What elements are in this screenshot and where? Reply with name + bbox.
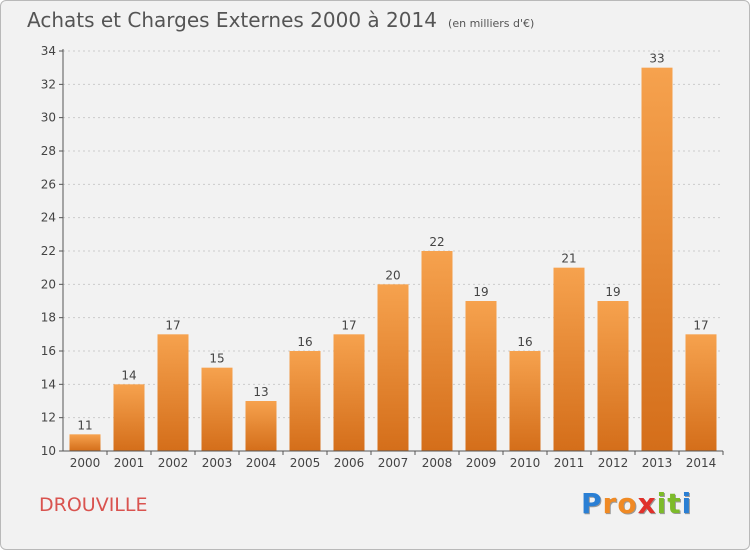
x-tick-label: 2005 (290, 456, 321, 470)
bar-2012 (597, 301, 629, 451)
bar-2006 (333, 334, 365, 451)
x-tick-label: 2006 (334, 456, 365, 470)
y-tick-label: 20 (41, 277, 56, 291)
bar-2009 (465, 301, 497, 451)
chart-unit: (en milliers d'€) (448, 17, 535, 30)
logo-letter: t (667, 487, 682, 520)
bar-2005 (289, 351, 321, 451)
x-tick-label: 2004 (246, 456, 277, 470)
bar-value-label: 19 (473, 285, 488, 299)
bar-value-label: 17 (693, 318, 708, 332)
logo-letter: i (681, 487, 693, 520)
bar-2013 (641, 67, 673, 452)
logo-letter: P (581, 487, 603, 520)
logo-letter: r (602, 487, 618, 520)
x-tick-label: 2002 (158, 456, 189, 470)
bar-2008 (421, 251, 453, 451)
x-tick-label: 2008 (422, 456, 453, 470)
bar-2010 (509, 351, 541, 451)
axes: 10 12 14 16 18 20 22 24 26 28 30 32 34 2000 2001 2002 20… (41, 44, 724, 470)
y-tick-label: 26 (41, 177, 56, 191)
y-tick-label: 12 (41, 411, 56, 425)
bar-value-label: 21 (561, 252, 576, 266)
bar-value-label: 22 (429, 235, 444, 249)
logo-letter: i (656, 487, 668, 520)
bar-value-label: 16 (517, 335, 532, 349)
bar-value-label: 33 (649, 52, 664, 66)
x-tick-label: 2011 (554, 456, 585, 470)
x-tick-label: 2003 (202, 456, 233, 470)
x-tick-label: 2009 (466, 456, 497, 470)
proxiti-logo[interactable]: Proxiti (581, 487, 692, 520)
bar-value-label: 11 (77, 418, 92, 432)
y-tick-label: 10 (41, 444, 56, 458)
y-tick-label: 28 (41, 144, 56, 158)
bar-2004 (245, 401, 277, 451)
y-tick-label: 16 (41, 344, 56, 358)
place-name: DROUVILLE (39, 494, 148, 516)
bar-value-label: 15 (209, 352, 224, 366)
bar-value-label: 17 (341, 318, 356, 332)
logo-letter: o (617, 487, 638, 520)
y-tick-label: 24 (41, 211, 56, 225)
x-tick-label: 2007 (378, 456, 409, 470)
y-tick-label: 32 (41, 77, 56, 91)
bar-2014 (685, 334, 717, 451)
bars: 11 14 17 15 13 16 17 20 22 19 16 21 19 33 17 (69, 52, 717, 452)
bar-2001 (113, 384, 145, 451)
bar-2011 (553, 267, 585, 451)
bar-value-label: 13 (253, 385, 268, 399)
bar-value-label: 16 (297, 335, 312, 349)
x-tick-label: 2012 (598, 456, 629, 470)
bar-value-label: 20 (385, 268, 400, 282)
x-tick-label: 2014 (686, 456, 717, 470)
x-tick-label: 2001 (114, 456, 145, 470)
bar-2007 (377, 284, 409, 451)
y-tick-label: 18 (41, 311, 56, 325)
y-tick-label: 14 (41, 377, 56, 391)
bar-2003 (201, 367, 233, 451)
bar-value-label: 19 (605, 285, 620, 299)
y-tick-label: 30 (41, 111, 56, 125)
x-tick-label: 2000 (70, 456, 101, 470)
chart-title-text: Achats et Charges Externes 2000 à 2014 (27, 8, 437, 32)
bar-2002 (157, 334, 189, 451)
chart-title: Achats et Charges Externes 2000 à 2014 (… (27, 8, 534, 32)
logo-letter: x (637, 487, 657, 520)
x-tick-label: 2010 (510, 456, 541, 470)
bar-value-label: 17 (165, 318, 180, 332)
bar-2000 (69, 434, 101, 451)
y-tick-label: 34 (41, 44, 56, 58)
y-tick-label: 22 (41, 244, 56, 258)
x-tick-label: 2013 (642, 456, 673, 470)
bar-value-label: 14 (121, 368, 136, 382)
